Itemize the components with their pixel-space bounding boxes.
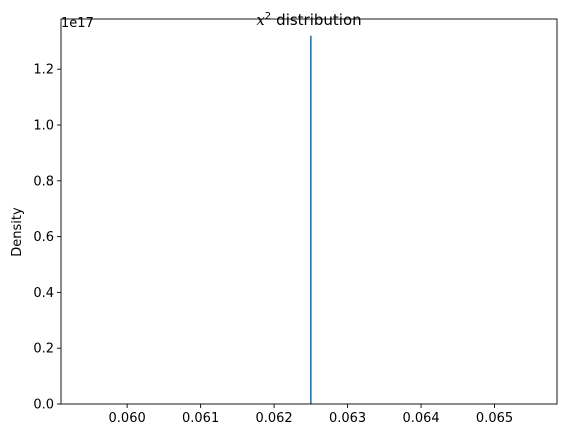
chart-title-exponent: 2 — [265, 11, 271, 22]
y-tick-label: 0.4 — [33, 286, 54, 301]
y-tick-label: 1.0 — [33, 119, 54, 134]
y-tick-label: 0.0 — [33, 398, 54, 413]
x-axis-ticks: 0.060 0.061 0.062 0.063 0.064 0.065 — [109, 404, 513, 426]
y-offset-label: 1e17 — [61, 16, 94, 31]
y-axis-ticks: 0.0 0.2 0.4 0.6 0.8 1.0 1.2 — [33, 63, 61, 413]
x-tick-label: 0.060 — [109, 411, 146, 426]
y-tick-label: 0.2 — [33, 342, 54, 357]
chart-title-math: x — [256, 11, 265, 29]
x-tick-label: 0.061 — [182, 411, 219, 426]
y-tick-label: 0.6 — [33, 230, 54, 245]
chart-title: x2 distribution — [256, 11, 361, 29]
x-tick-label: 0.062 — [255, 411, 292, 426]
x-tick-label: 0.065 — [476, 411, 513, 426]
chart-title-text: distribution — [276, 11, 361, 29]
x-tick-label: 0.063 — [329, 411, 366, 426]
y-tick-label: 1.2 — [33, 63, 54, 78]
y-axis-label: Density — [10, 207, 25, 257]
plot-area — [61, 19, 557, 404]
x-tick-label: 0.064 — [402, 411, 439, 426]
y-tick-label: 0.8 — [33, 174, 54, 189]
plot-frame — [60, 18, 558, 405]
